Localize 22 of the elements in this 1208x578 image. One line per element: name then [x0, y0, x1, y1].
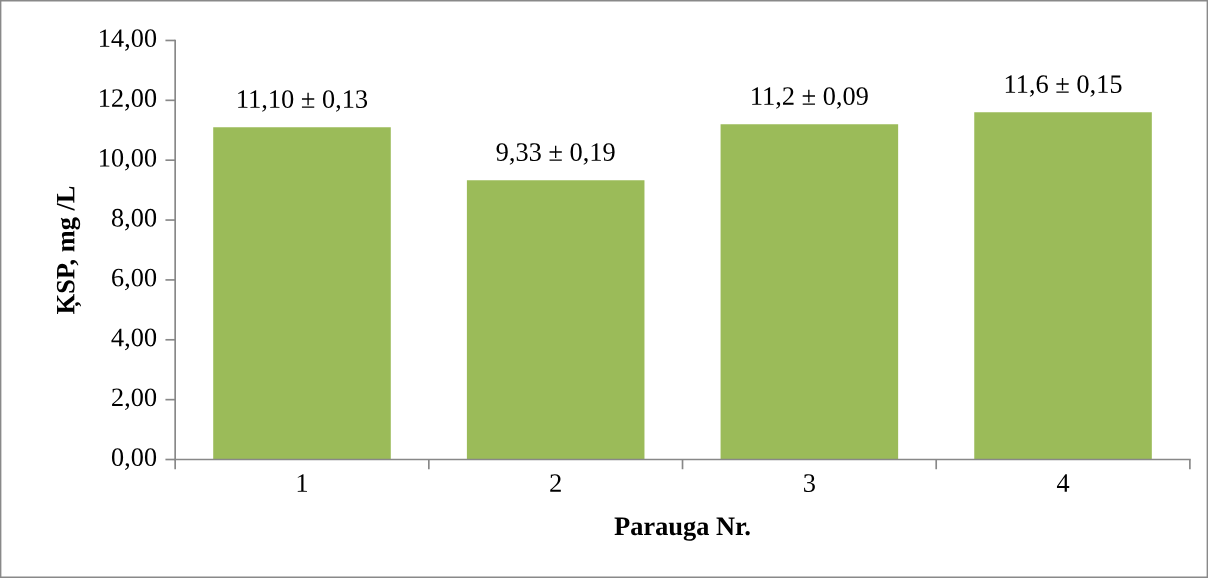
- x-tick-label: 2: [550, 474, 561, 492]
- x-axis-title: Parauga Nr.: [614, 517, 750, 541]
- y-tick-label: 8,00: [111, 208, 157, 231]
- y-tick-label: 10,00: [100, 148, 157, 171]
- data-label: 9,33 ± 0,19: [496, 143, 615, 165]
- y-tick-label: 6,00: [112, 268, 157, 291]
- data-label: 11,2 ± 0,09: [752, 87, 868, 109]
- data-label: 11,6 ± 0,15: [1005, 75, 1122, 97]
- y-tick-label: 4,00: [111, 328, 157, 351]
- bar: [974, 112, 1152, 460]
- x-tick-label: 4: [1056, 474, 1070, 492]
- bar: [720, 124, 899, 460]
- y-tick-label: 0,00: [111, 448, 157, 470]
- y-tick-label: 12,00: [100, 89, 157, 111]
- x-tick-label: 1: [297, 474, 308, 492]
- bar: [213, 127, 391, 460]
- y-tick-label: 2,00: [112, 388, 157, 411]
- y-axis-title: ĶSP, mg /L: [56, 186, 82, 314]
- data-label: 11,10 ± 0,13: [238, 90, 368, 112]
- bar: [466, 180, 645, 460]
- x-tick-label: 3: [804, 474, 815, 492]
- y-tick-label: 14,00: [100, 29, 157, 51]
